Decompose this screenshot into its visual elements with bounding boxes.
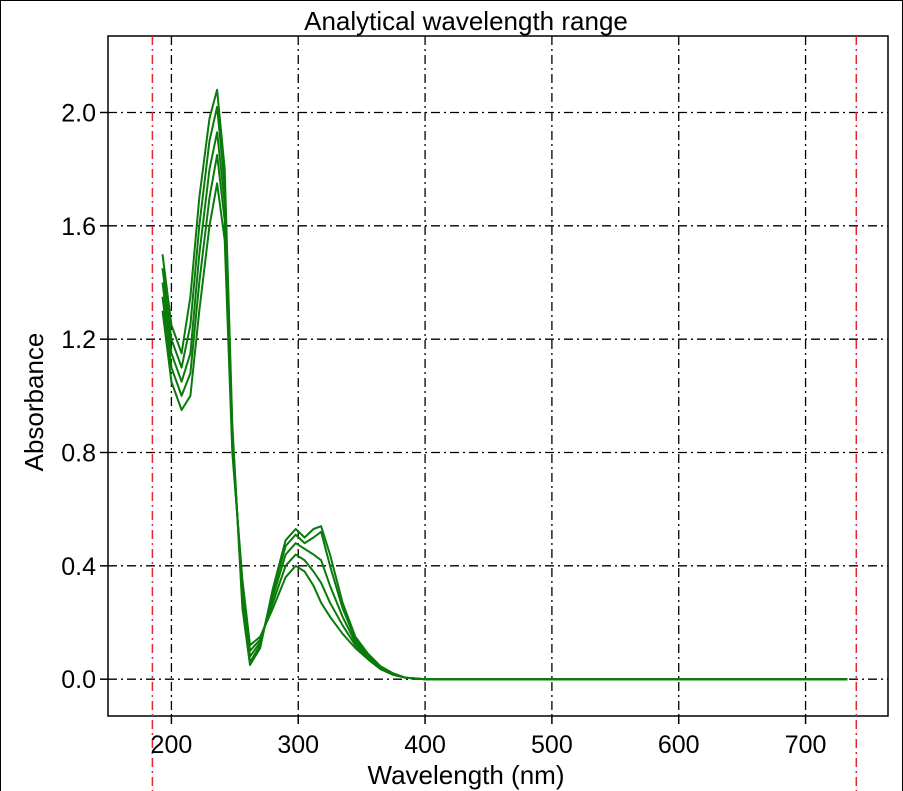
x-tick-label: 500 xyxy=(531,731,573,759)
x-axis-label: Wavelength (nm) xyxy=(368,760,565,790)
y-tick-label: 1.2 xyxy=(61,326,96,354)
x-tick-label: 700 xyxy=(785,731,827,759)
spectra-series xyxy=(161,88,848,681)
range-markers xyxy=(151,36,858,791)
x-tick-label: 200 xyxy=(151,731,193,759)
y-tick-label: 2.0 xyxy=(61,100,96,128)
y-axis-ticks: 0.0 0.4 0.8 1.2 1.6 2.0 xyxy=(61,100,108,694)
x-tick-label: 300 xyxy=(277,731,319,759)
spectrum-line xyxy=(161,88,848,681)
x-axis-ticks: 200 300 400 500 600 700 xyxy=(151,716,827,759)
y-axis-label: Absorbance xyxy=(19,333,49,472)
y-tick-label: 0.4 xyxy=(61,553,96,581)
y-tick-label: 1.6 xyxy=(61,213,96,241)
plot-area xyxy=(107,35,889,717)
chart-title: Analytical wavelength range xyxy=(304,6,628,36)
y-tick-label: 0.8 xyxy=(61,440,96,468)
y-tick-label: 0.0 xyxy=(61,666,96,694)
x-tick-label: 400 xyxy=(404,731,446,759)
x-tick-label: 600 xyxy=(658,731,700,759)
